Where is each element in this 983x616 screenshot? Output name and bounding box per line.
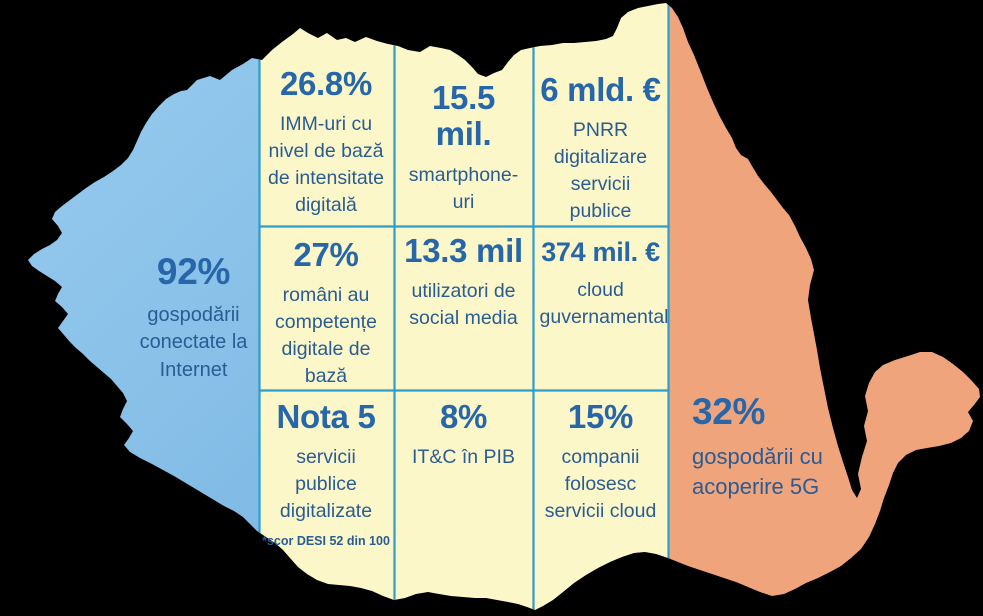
- stat-social-media-users: 13.3 mil utilizatori de social media: [396, 232, 531, 332]
- stat-label: smartphone-uri: [408, 163, 519, 213]
- stat-value: 15%: [567, 398, 634, 435]
- stat-value: 15.5 mil.: [431, 79, 496, 153]
- stat-value: 6 mld. €: [540, 71, 661, 108]
- stat-value: 26.8%: [279, 65, 373, 102]
- stat-value: 32%: [692, 391, 766, 432]
- stat-smartphones: 15.5 mil. smartphone-uri: [396, 79, 531, 215]
- stat-imm-digital-intensity: 26.8% IMM-uri cu nivel de bază de intens…: [260, 65, 392, 219]
- east-region-orange: [669, 3, 980, 610]
- stat-pnrr-funding: 6 mld. € PNRR digitalizare servicii publ…: [533, 71, 668, 225]
- stat-desi-public-services: Nota 5 servicii publice digitalizate *sc…: [260, 398, 392, 549]
- stat-label: utilizatori de social media: [409, 280, 518, 330]
- stat-label: cloud guvernamental: [539, 278, 669, 328]
- stat-value: 27%: [293, 236, 359, 273]
- stat-label: PNRR digitalizare servicii publice: [553, 119, 648, 223]
- stat-label: gospodării cu acoperire 5G: [692, 443, 823, 500]
- stats-grid-lines: [258, 3, 670, 610]
- stat-label: companii folosesc servicii cloud: [544, 446, 657, 523]
- stat-value: Nota 5: [276, 398, 376, 435]
- stat-digital-skills: 27% români au competențe digitale de baz…: [260, 236, 392, 390]
- stat-cloud-companies: 15% companii folosesc servicii cloud: [533, 398, 668, 525]
- stat-label: români au competențe digitale de bază: [275, 284, 377, 388]
- stat-label: gospodării conectate la Internet: [139, 303, 248, 381]
- stat-value: 374 mil. €: [541, 237, 660, 267]
- stat-internet-households: 92% gospodării conectate la Internet: [116, 251, 271, 384]
- stat-5g-coverage: 32% gospodării cu acoperire 5G: [692, 391, 892, 502]
- stat-value: 92%: [156, 251, 231, 292]
- stat-footnote: *scor DESI 52 din 100: [262, 534, 390, 549]
- stat-itc-gdp: 8% IT&C în PIB: [396, 398, 531, 471]
- stat-label: servicii publice digitalizate: [279, 446, 373, 523]
- stat-label: IMM-uri cu nivel de bază de intensitate …: [267, 113, 384, 217]
- stat-value: 13.3 mil: [404, 232, 523, 269]
- stat-gov-cloud-funding: 374 mil. € cloud guvernamental: [533, 237, 669, 331]
- stat-value: 8%: [439, 398, 488, 435]
- center-region-yellow: [260, 3, 669, 610]
- stat-label: IT&C în PIB: [412, 446, 515, 469]
